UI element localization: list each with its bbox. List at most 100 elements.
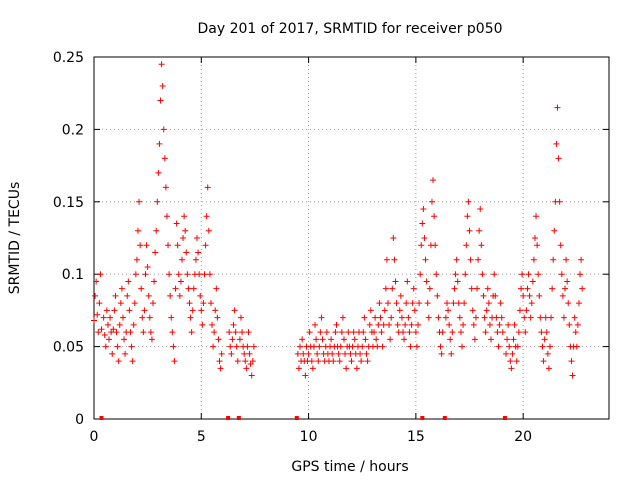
data-point [183, 249, 190, 256]
data-point [295, 365, 302, 372]
data-point [96, 300, 103, 307]
data-point [394, 321, 401, 328]
data-point [100, 314, 107, 321]
data-point [336, 358, 343, 365]
data-point [454, 278, 461, 285]
data-point [186, 300, 193, 307]
data-point [415, 321, 422, 328]
data-point [472, 314, 479, 321]
data-point [493, 314, 500, 321]
data-point [492, 292, 499, 299]
data-point [523, 307, 530, 314]
data-point [413, 343, 420, 350]
data-point [412, 329, 419, 336]
data-point [506, 343, 513, 350]
data-point [562, 285, 569, 292]
data-point [128, 343, 135, 350]
data-point [133, 256, 140, 263]
data-point [452, 271, 459, 278]
data-point [509, 350, 516, 357]
data-point [543, 329, 550, 336]
data-point [215, 336, 222, 343]
data-point [315, 358, 322, 365]
plot-frame [93, 56, 610, 420]
data-point [554, 104, 561, 111]
data-point [214, 314, 221, 321]
data-point [544, 350, 551, 357]
data-point [129, 358, 136, 365]
data-point [189, 307, 196, 314]
data-point [319, 336, 326, 343]
data-point [339, 314, 346, 321]
data-point [126, 307, 133, 314]
data-point [577, 271, 584, 278]
data-point [449, 329, 456, 336]
data-point [379, 343, 386, 350]
data-point [161, 155, 168, 162]
data-point [455, 300, 462, 307]
data-point [529, 278, 536, 285]
data-point [513, 358, 520, 365]
data-point [92, 292, 99, 299]
data-point [206, 271, 213, 278]
data-point [485, 300, 492, 307]
data-point [558, 271, 565, 278]
data-point [480, 292, 487, 299]
data-point [516, 307, 523, 314]
data-point [556, 198, 563, 205]
data-point [104, 321, 111, 328]
data-point [505, 321, 512, 328]
data-point [358, 358, 365, 365]
data-point [159, 82, 166, 89]
data-point [234, 358, 241, 365]
data-point [503, 350, 509, 357]
data-point [110, 326, 117, 333]
data-point [383, 256, 390, 263]
data-point [106, 336, 113, 343]
data-point [406, 329, 413, 336]
data-point [470, 321, 477, 328]
data-point [350, 329, 357, 336]
data-point [213, 285, 220, 292]
data-point [380, 321, 387, 328]
data-point [187, 314, 194, 321]
data-point [300, 350, 307, 357]
data-point [103, 307, 110, 314]
data-point [309, 365, 316, 372]
data-point [578, 256, 585, 263]
data-point [163, 213, 170, 220]
data-point [437, 343, 444, 350]
data-point [494, 329, 501, 336]
data-point [231, 307, 238, 314]
data-point [308, 358, 315, 365]
data-point [153, 227, 160, 234]
grid-lines [94, 57, 609, 419]
data-point [348, 358, 355, 365]
data-point [398, 314, 405, 321]
data-point [467, 256, 474, 263]
data-point [228, 350, 235, 357]
data-point [574, 321, 581, 328]
data-point [525, 271, 532, 278]
data-point [181, 213, 188, 220]
data-point [172, 285, 179, 292]
data-point [207, 300, 214, 307]
data-point [491, 271, 498, 278]
data-point [297, 343, 303, 350]
data-point [521, 314, 528, 321]
data-point [476, 227, 483, 234]
data-point [230, 321, 237, 328]
data-point [434, 292, 441, 299]
data-point [141, 307, 148, 314]
data-point [188, 329, 195, 336]
data-point [174, 242, 181, 249]
data-point [116, 321, 123, 328]
data-point [460, 321, 467, 328]
data-point [539, 343, 546, 350]
y-tick-label: 0.2 [62, 122, 84, 138]
data-point [360, 329, 367, 336]
data-point [514, 343, 521, 350]
data-point [197, 292, 204, 299]
data-point [170, 343, 177, 350]
data-point [527, 314, 534, 321]
